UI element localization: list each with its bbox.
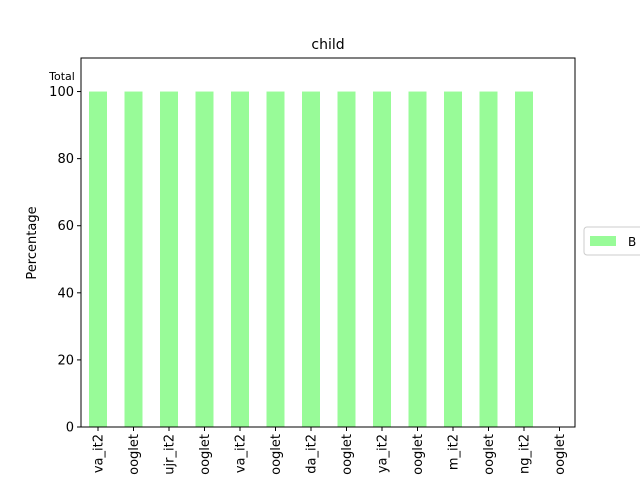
y-axis-label: Percentage [25,206,40,279]
bar-7 [337,91,356,427]
x-tick-label-5: ooglet [269,434,284,475]
bar-6 [302,91,320,427]
bars-group [89,91,533,427]
x-tick-label-6: da_it2 [305,434,320,474]
bar-10 [444,91,462,427]
legend: B [583,226,640,256]
y-tick-label-4: 80 [57,152,74,167]
bar-11 [479,91,498,427]
bar-2 [160,91,178,427]
y-tick-label-5: 100 [49,85,74,100]
bar-9 [408,91,427,427]
x-tick-label-1: ooglet [127,434,142,475]
y-tick-label-2: 40 [57,286,74,301]
bar-1 [124,91,143,427]
y-tick-label-0: 0 [66,421,74,436]
bar-8 [373,91,391,427]
legend-label: B [628,235,636,249]
bar-0 [89,91,107,427]
x-tick-label-0: va_it2 [92,434,107,473]
bar-3 [195,91,214,427]
x-tick-label-3: ooglet [198,434,213,475]
x-tick-label-12: ng_it2 [518,434,533,474]
total-annotation: Total [48,70,75,83]
y-axis-ticks: 0 20 40 60 80 100 [49,85,81,436]
x-tick-label-13: ooglet [553,434,568,475]
y-tick-label-3: 60 [57,219,74,234]
y-tick-label-1: 20 [57,353,74,368]
plot-area [81,58,575,427]
x-tick-label-9: ooglet [411,434,426,475]
x-tick-label-10: m_it2 [447,434,462,470]
bar-5 [266,91,285,427]
chart-title: child [311,37,344,53]
x-tick-label-4: va_it2 [234,434,249,473]
x-tick-label-2: ujr_it2 [163,434,178,475]
x-tick-label-7: ooglet [340,434,355,475]
legend-swatch [590,236,616,246]
bar-12 [515,91,533,427]
bar-4 [231,91,249,427]
plot-frame [80,57,576,428]
x-tick-label-11: ooglet [482,434,497,475]
x-axis-ticks: va_it2 ooglet ujr_it2 ooglet va_it2 ooglet da_… [92,427,568,475]
x-tick-label-8: ya_it2 [376,434,391,473]
